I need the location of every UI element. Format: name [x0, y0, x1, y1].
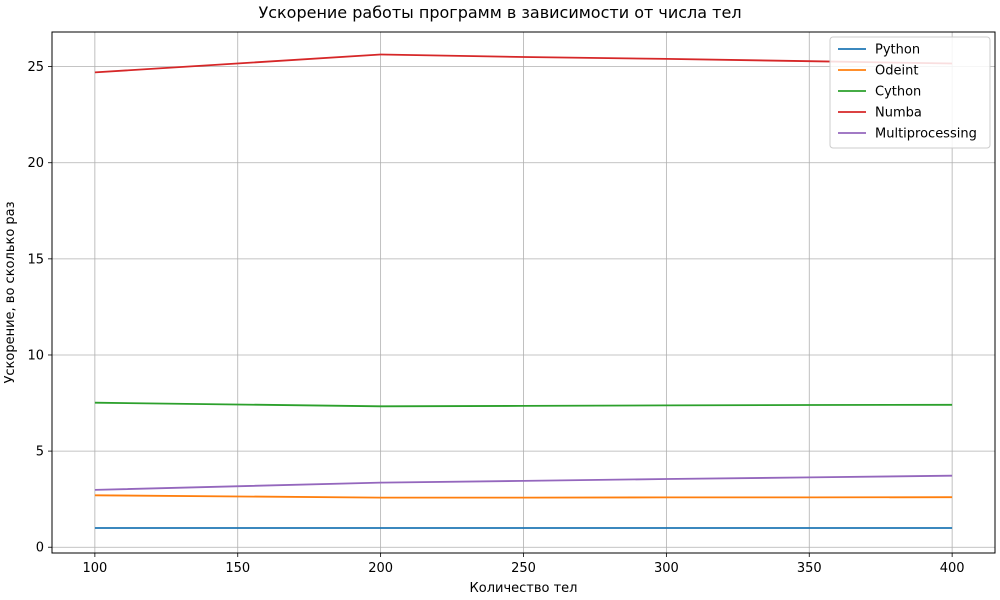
y-tick-label: 25 — [27, 60, 44, 75]
plot-area-frame — [51, 31, 996, 554]
y-tick-label: 10 — [27, 348, 44, 363]
legend-label: Cython — [875, 85, 921, 100]
x-tick-label: 200 — [368, 561, 393, 576]
legend-label: Multiprocessing — [875, 127, 977, 142]
series-line-cython — [94, 401, 953, 408]
x-tick-label: 150 — [225, 561, 250, 576]
x-tick-label: 250 — [511, 561, 536, 576]
y-tick-label: 15 — [27, 252, 44, 267]
legend-label: Numba — [875, 106, 922, 121]
legend-box — [829, 36, 991, 149]
legend: Python Odeint Cython Numba Multiprocessing — [829, 36, 991, 149]
x-tick-label: 350 — [797, 561, 822, 576]
chart-title: Ускорение работы программ в зависимости … — [258, 3, 741, 22]
x-tick-label: 300 — [654, 561, 679, 576]
y-tick-label: 20 — [27, 156, 44, 171]
x-tick-label: 100 — [82, 561, 107, 576]
y-tick-label: 5 — [36, 445, 44, 460]
y-axis-label: Ускорение, во сколько раз — [3, 201, 18, 383]
series-line-odeint — [94, 494, 953, 499]
y-tick-label: 0 — [36, 541, 44, 556]
series-line-multiprocessing — [94, 474, 953, 491]
x-tick-label: 400 — [940, 561, 965, 576]
series-lines — [94, 53, 953, 529]
axis-ticks: 100 150 200 250 300 350 400 0 5 10 15 20 25 — [27, 60, 964, 576]
legend-label: Odeint — [875, 64, 918, 79]
legend-label: Python — [875, 43, 920, 58]
x-axis-label: Количество тел — [470, 581, 578, 596]
